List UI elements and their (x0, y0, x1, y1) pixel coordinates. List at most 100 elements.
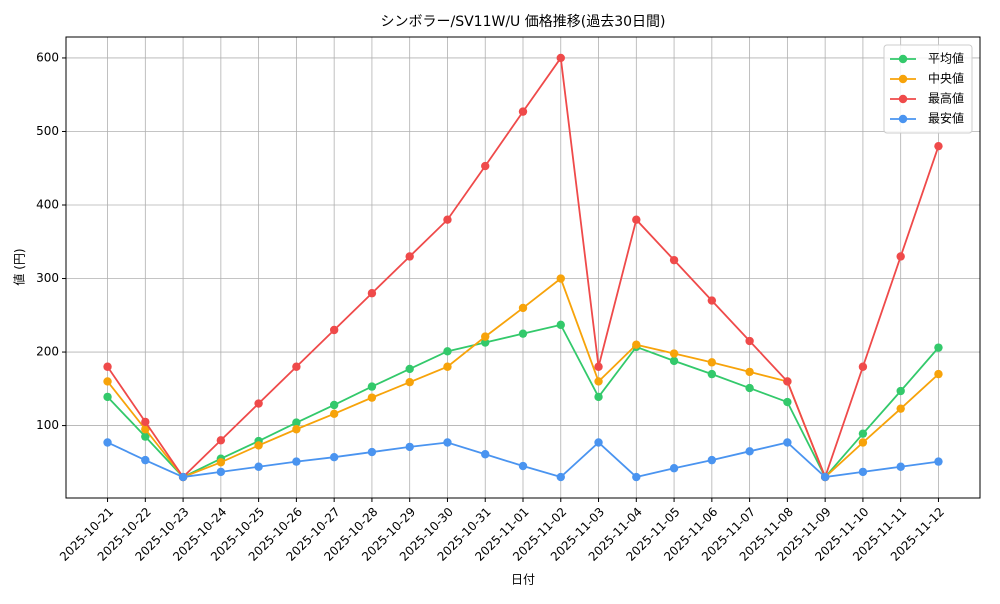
data-point (820, 472, 830, 482)
data-point (896, 252, 905, 261)
data-point (141, 417, 150, 427)
data-point (745, 447, 754, 456)
data-point (103, 438, 112, 447)
data-point (216, 436, 226, 445)
y-tick-label: 300 (36, 271, 59, 285)
data-point (141, 455, 150, 465)
data-point (405, 377, 414, 387)
data-point (594, 362, 603, 371)
data-point (669, 255, 679, 265)
chart-title: シンボラー/SV11W/U 価格推移(過去30日間) (381, 14, 666, 30)
data-point (632, 215, 641, 224)
data-point (216, 458, 226, 467)
data-point (556, 53, 565, 63)
y-axis-label: 値 (円) (12, 248, 27, 285)
data-point (329, 409, 339, 419)
data-point (745, 367, 754, 377)
legend-marker (898, 94, 908, 104)
data-point (556, 320, 565, 330)
data-point (481, 450, 490, 459)
data-point (443, 438, 452, 447)
data-point (896, 386, 905, 396)
legend-label: 中央値 (928, 71, 964, 86)
data-point (934, 141, 943, 151)
data-point (254, 441, 263, 450)
data-point (103, 392, 112, 402)
legend-label: 最高値 (928, 91, 964, 106)
data-point (292, 457, 301, 466)
data-point (594, 392, 603, 402)
data-point (858, 362, 868, 371)
data-point (896, 462, 905, 471)
data-point (103, 362, 112, 371)
data-point (896, 404, 905, 413)
data-point (858, 467, 868, 477)
data-point (254, 399, 263, 408)
data-point (858, 429, 868, 438)
data-point (329, 325, 339, 335)
legend-label: 最安値 (928, 111, 964, 126)
data-point (443, 215, 452, 224)
data-point (707, 296, 717, 305)
data-point (783, 377, 792, 386)
data-point (292, 425, 301, 434)
data-point (443, 362, 452, 371)
data-point (292, 418, 301, 427)
data-point (594, 377, 603, 386)
legend-marker (898, 114, 908, 124)
data-point (367, 393, 377, 402)
data-point (594, 438, 603, 447)
data-point (745, 336, 754, 346)
data-point (254, 462, 263, 471)
data-point (178, 472, 188, 482)
legend-box (883, 44, 973, 134)
data-point (103, 377, 112, 386)
data-point (518, 303, 528, 313)
data-point (707, 358, 717, 367)
x-axis-label: 日付 (511, 573, 535, 587)
data-point (216, 467, 226, 477)
y-tick-label: 200 (36, 345, 59, 359)
legend-label: 平均値 (928, 51, 964, 66)
data-point (141, 425, 150, 434)
data-point (141, 432, 150, 441)
data-point (707, 369, 717, 379)
data-point (481, 338, 490, 347)
data-point (481, 161, 490, 171)
data-point (367, 447, 377, 457)
data-point (669, 464, 679, 473)
data-point (745, 383, 754, 393)
data-point (443, 347, 452, 356)
data-point (783, 438, 792, 447)
data-point (405, 364, 414, 374)
data-point (934, 343, 943, 352)
data-point (367, 289, 377, 298)
data-point (518, 461, 528, 471)
data-point (669, 349, 679, 358)
data-point (934, 369, 943, 379)
y-tick-label: 400 (36, 198, 59, 212)
y-tick-label: 100 (36, 418, 59, 432)
y-tick-label: 600 (36, 50, 59, 64)
data-point (405, 442, 414, 452)
data-point (556, 274, 565, 283)
data-point (329, 452, 339, 462)
data-point (518, 329, 528, 338)
data-point (292, 362, 301, 371)
legend-marker (898, 74, 908, 84)
data-point (669, 356, 679, 366)
data-point (481, 332, 490, 341)
data-point (783, 397, 792, 407)
data-point (405, 252, 414, 261)
y-tick-label: 500 (36, 124, 59, 138)
data-point (707, 455, 717, 465)
plot-frame (65, 36, 981, 499)
data-point (518, 107, 528, 116)
data-point (556, 472, 565, 482)
data-point (329, 400, 339, 410)
data-point (632, 340, 641, 349)
data-point (934, 457, 943, 466)
data-point (632, 472, 641, 482)
